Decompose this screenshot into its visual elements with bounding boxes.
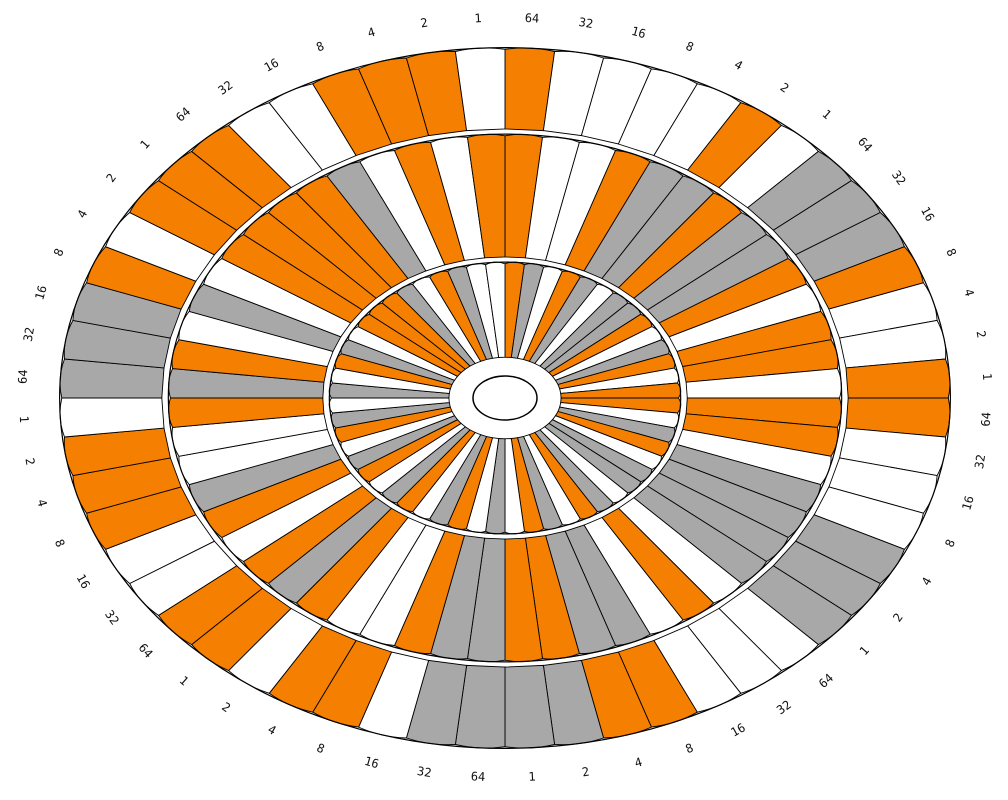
sector-2-label-64: 64: [855, 135, 875, 155]
sector-6-label-16: 16: [74, 572, 93, 591]
sector-6-label-32: 32: [102, 608, 122, 628]
sector-7-label-32: 32: [21, 326, 37, 343]
sector-3-label-1: 1: [857, 643, 872, 658]
sector-1-label-16: 16: [630, 24, 648, 41]
wheel-segments: [59, 47, 951, 749]
sector-7-label-64: 64: [16, 369, 31, 384]
sector-7-label-2: 2: [103, 171, 119, 185]
sector-6-label-4: 4: [34, 498, 49, 509]
sector-5-label-16: 16: [363, 754, 381, 771]
sector-5-label-4: 4: [265, 722, 278, 738]
ring-outlines: [59, 47, 951, 749]
sector-4-label-32: 32: [774, 698, 794, 718]
ring-outline-3: [59, 47, 951, 749]
sector-7-label-16: 16: [32, 284, 49, 302]
sector-7-label-1: 1: [137, 137, 152, 152]
sector-3-label-16: 16: [959, 494, 976, 512]
sector-4-label-2: 2: [581, 765, 590, 780]
ring-outline-2: [167, 133, 843, 663]
sector-5-label-32: 32: [416, 764, 433, 780]
sector-3-label-4: 4: [919, 575, 935, 588]
sector-5-label-1: 1: [177, 673, 192, 688]
sector-4-label-8: 8: [683, 741, 695, 757]
sector-4-label-4: 4: [633, 755, 644, 770]
sector-2-label-16: 16: [918, 204, 937, 223]
sector-8-label-2: 2: [419, 16, 428, 31]
sector-3-label-32: 32: [972, 453, 988, 470]
sector-1-label-64: 64: [524, 11, 539, 26]
sector-2-label-2: 2: [974, 330, 989, 339]
sector-8-label-4: 4: [366, 25, 377, 40]
sector-5-label-2: 2: [219, 700, 233, 716]
center-hub: [472, 375, 538, 421]
bit-value-labels: 64 32168421643216842164321684216432168421…: [16, 11, 995, 784]
sector-1-label-2: 2: [777, 80, 791, 96]
sector-7-label-8: 8: [51, 246, 67, 258]
sector-8-label-64: 64: [173, 104, 193, 124]
sector-1-label-32: 32: [578, 15, 595, 31]
sector-4-label-64: 64: [816, 671, 836, 691]
sector-3-label-8: 8: [942, 537, 958, 549]
sector-2-label-1: 1: [980, 373, 994, 381]
sector-2-label-8: 8: [943, 246, 959, 258]
sector-1-label-8: 8: [684, 39, 696, 55]
sector-8-label-16: 16: [262, 56, 281, 75]
sector-8-label-8: 8: [314, 39, 326, 55]
sector-3-label-2: 2: [890, 611, 906, 625]
ring-outline-1: [328, 261, 682, 535]
sector-8-label-32: 32: [216, 78, 236, 98]
sector-3-label-64: 64: [979, 412, 994, 427]
sector-8-label-1: 1: [474, 11, 482, 25]
sector-6-label-1: 1: [17, 415, 31, 423]
sector-6-label-8: 8: [52, 537, 68, 549]
sector-5-label-64: 64: [470, 769, 485, 784]
sector-5-label-8: 8: [315, 741, 327, 757]
sector-1-label-1: 1: [819, 107, 834, 122]
sector-2-label-32: 32: [889, 168, 909, 188]
sector-2-label-4: 4: [961, 287, 976, 298]
sector-4-label-1: 1: [528, 770, 536, 784]
sector-1-label-4: 4: [732, 57, 745, 73]
sector-7-label-4: 4: [74, 208, 90, 221]
sector-6-label-64: 64: [136, 641, 156, 661]
sector-6-label-2: 2: [22, 457, 37, 466]
sector-4-label-16: 16: [728, 720, 747, 739]
